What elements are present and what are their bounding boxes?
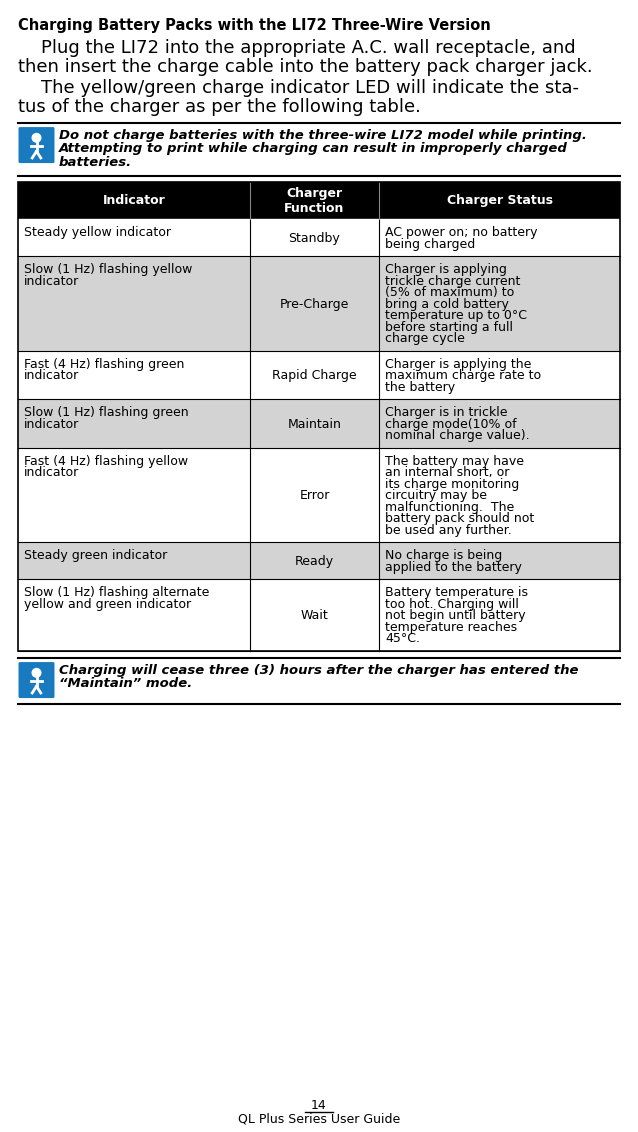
- Text: battery pack should not: battery pack should not: [385, 512, 535, 525]
- Text: bring a cold battery: bring a cold battery: [385, 298, 509, 310]
- Bar: [18, 351, 620, 400]
- Text: Steady green indicator: Steady green indicator: [24, 549, 167, 563]
- Text: indicator: indicator: [24, 369, 79, 383]
- Circle shape: [32, 669, 41, 677]
- Text: Slow (1 Hz) flashing green: Slow (1 Hz) flashing green: [24, 406, 189, 419]
- Text: temperature up to 0°C: temperature up to 0°C: [385, 309, 527, 323]
- Text: an internal short, or: an internal short, or: [385, 466, 510, 479]
- Text: Rapid Charge: Rapid Charge: [272, 369, 357, 383]
- Bar: [18, 580, 620, 651]
- Bar: [18, 220, 620, 256]
- Text: Do not charge batteries with the three-wire LI72 model while printing.: Do not charge batteries with the three-w…: [59, 129, 587, 142]
- Text: Charger is in trickle: Charger is in trickle: [385, 406, 508, 419]
- Text: The battery may have: The battery may have: [385, 455, 524, 468]
- Text: Slow (1 Hz) flashing yellow: Slow (1 Hz) flashing yellow: [24, 263, 193, 276]
- Text: yellow and green indicator: yellow and green indicator: [24, 598, 191, 610]
- FancyBboxPatch shape: [19, 127, 54, 163]
- Text: trickle charge current: trickle charge current: [385, 275, 521, 288]
- Text: batteries.: batteries.: [59, 155, 132, 169]
- Text: Charger
Function: Charger Function: [285, 187, 345, 215]
- Text: Ready: Ready: [295, 555, 334, 568]
- Text: indicator: indicator: [24, 466, 79, 479]
- Text: Pre-Charge: Pre-Charge: [280, 298, 349, 310]
- Bar: [18, 182, 620, 220]
- Text: be used any further.: be used any further.: [385, 524, 512, 537]
- Text: before starting a full: before starting a full: [385, 320, 513, 334]
- Text: Indicator: Indicator: [103, 194, 165, 207]
- Text: Fast (4 Hz) flashing green: Fast (4 Hz) flashing green: [24, 358, 184, 370]
- Text: Battery temperature is: Battery temperature is: [385, 586, 528, 599]
- Text: Slow (1 Hz) flashing alternate: Slow (1 Hz) flashing alternate: [24, 586, 209, 599]
- Text: Charger is applying the: Charger is applying the: [385, 358, 531, 370]
- Text: Steady yellow indicator: Steady yellow indicator: [24, 226, 171, 239]
- Text: The yellow/green charge indicator LED will indicate the sta-: The yellow/green charge indicator LED wi…: [18, 78, 579, 96]
- Text: Charger is applying: Charger is applying: [385, 263, 507, 276]
- Text: 45°C.: 45°C.: [385, 632, 420, 645]
- Bar: [18, 182, 620, 651]
- Text: indicator: indicator: [24, 418, 79, 430]
- Text: Wait: Wait: [300, 609, 329, 623]
- Bar: [18, 256, 620, 351]
- Text: nominal charge value).: nominal charge value).: [385, 429, 530, 443]
- Text: Maintain: Maintain: [288, 418, 341, 430]
- Circle shape: [32, 134, 41, 143]
- Text: Charger Status: Charger Status: [447, 194, 553, 207]
- Text: Attempting to print while charging can result in improperly charged: Attempting to print while charging can r…: [59, 143, 568, 155]
- FancyBboxPatch shape: [19, 662, 54, 698]
- Text: malfunctioning.  The: malfunctioning. The: [385, 500, 514, 514]
- Text: then insert the charge cable into the battery pack charger jack.: then insert the charge cable into the ba…: [18, 58, 593, 76]
- Text: QL Plus Series User Guide: QL Plus Series User Guide: [238, 1112, 400, 1125]
- Text: No charge is being: No charge is being: [385, 549, 503, 563]
- Text: tus of the charger as per the following table.: tus of the charger as per the following …: [18, 98, 421, 117]
- Text: Error: Error: [299, 489, 330, 503]
- Text: not begin until battery: not begin until battery: [385, 609, 526, 623]
- Text: temperature reaches: temperature reaches: [385, 620, 517, 634]
- Text: charge mode(10% of: charge mode(10% of: [385, 418, 517, 430]
- Text: the battery: the battery: [385, 380, 456, 394]
- Text: Charging will cease three (3) hours after the charger has entered the: Charging will cease three (3) hours afte…: [59, 663, 579, 677]
- Bar: [18, 400, 620, 447]
- Bar: [18, 447, 620, 542]
- Text: (5% of maximum) to: (5% of maximum) to: [385, 286, 514, 299]
- Text: circuitry may be: circuitry may be: [385, 489, 487, 503]
- Text: too hot. Charging will: too hot. Charging will: [385, 598, 519, 610]
- Text: charge cycle: charge cycle: [385, 332, 465, 345]
- Text: Standby: Standby: [288, 232, 340, 245]
- Text: Charging Battery Packs with the LI72 Three-Wire Version: Charging Battery Packs with the LI72 Thr…: [18, 18, 491, 33]
- Text: “Maintain” mode.: “Maintain” mode.: [59, 677, 192, 691]
- Text: 14: 14: [311, 1099, 327, 1112]
- Text: Fast (4 Hz) flashing yellow: Fast (4 Hz) flashing yellow: [24, 455, 188, 468]
- Text: being charged: being charged: [385, 238, 475, 250]
- Text: its charge monitoring: its charge monitoring: [385, 478, 519, 490]
- Text: maximum charge rate to: maximum charge rate to: [385, 369, 541, 383]
- Text: Plug the LI72 into the appropriate A.C. wall receptacle, and: Plug the LI72 into the appropriate A.C. …: [18, 38, 575, 57]
- Text: indicator: indicator: [24, 275, 79, 288]
- Text: AC power on; no battery: AC power on; no battery: [385, 226, 538, 239]
- Bar: [18, 542, 620, 580]
- Text: applied to the battery: applied to the battery: [385, 560, 522, 574]
